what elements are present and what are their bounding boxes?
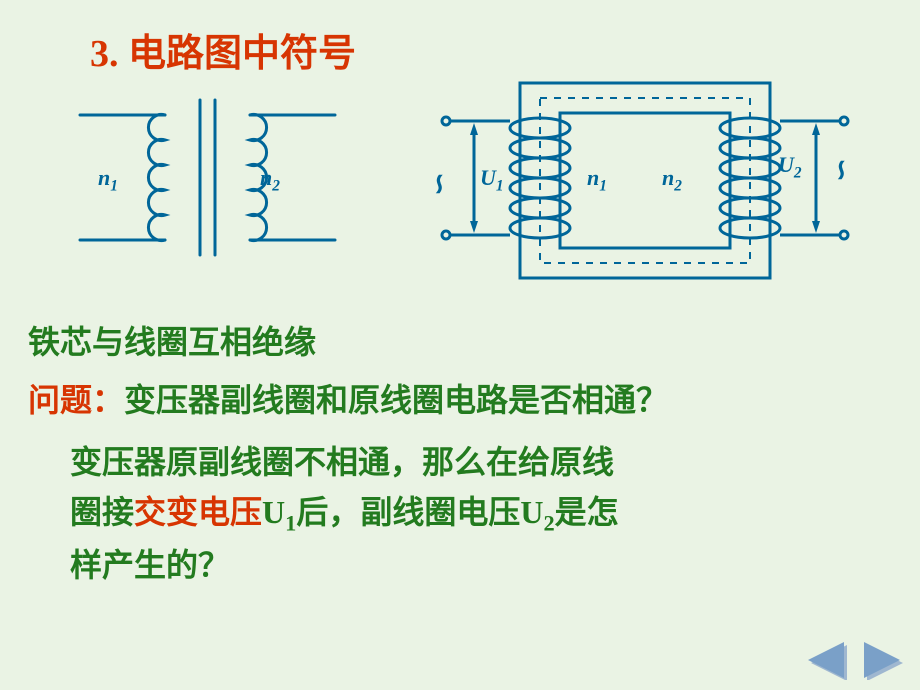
diagrams-row: n1 n2 bbox=[60, 75, 880, 295]
symbol-n1-label: n1 bbox=[98, 165, 118, 195]
question-label: 问题： bbox=[28, 382, 124, 418]
statement-insulation: 铁芯与线圈互相绝缘 bbox=[28, 318, 316, 368]
n2-label: n2 bbox=[662, 165, 682, 195]
nav-buttons bbox=[802, 640, 906, 680]
n1-label: n1 bbox=[587, 165, 607, 195]
u1-label: U1 bbox=[480, 165, 504, 195]
tilde-right: ∽ bbox=[825, 158, 859, 181]
u2-label: U2 bbox=[778, 152, 802, 182]
section-title: 3. 电路图中符号 bbox=[90, 22, 356, 77]
prev-button[interactable] bbox=[802, 640, 850, 680]
symbol-n2-label: n2 bbox=[260, 165, 280, 195]
question-body: 变压器副线圈和原线圈电路是否相通？ bbox=[124, 382, 668, 418]
question-line: 问题：变压器副线圈和原线圈电路是否相通？ bbox=[28, 376, 668, 426]
next-button[interactable] bbox=[858, 640, 906, 680]
explanation-paragraph: 变压器原副线圈不相通，那么在给原线 圈接交变电压U1后，副线圈电压U2是怎 样产… bbox=[70, 438, 870, 590]
tilde-left: ∽ bbox=[423, 172, 457, 195]
